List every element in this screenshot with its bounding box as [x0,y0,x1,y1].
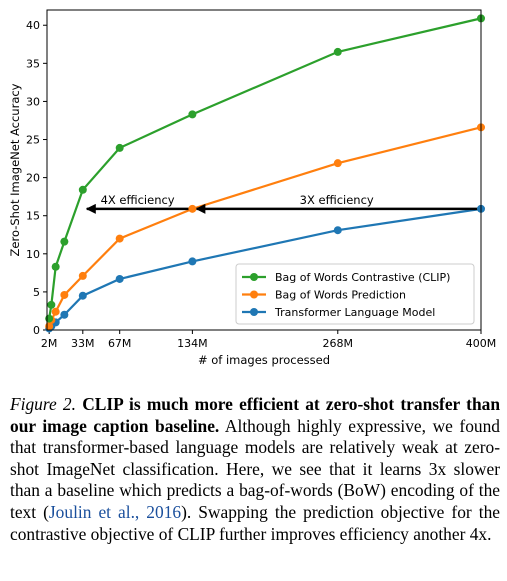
legend-box [235,263,475,325]
x-tick-label: 268M [323,337,354,350]
y-tick-label: 5 [33,286,40,299]
y-tick-label: 20 [26,172,40,185]
data-point [188,110,197,119]
legend-entry: Bag of Words Prediction [275,289,406,302]
data-point [188,204,197,213]
y-tick-label: 40 [26,19,40,32]
x-tick-label: 400M [466,337,497,350]
x-tick-label: 67M [108,337,132,350]
data-point [60,310,69,319]
data-point [333,47,342,56]
y-tick-label: 10 [26,248,40,261]
data-point [60,237,69,246]
efficiency-annotations: 4X efficiency 3X efficiency [85,193,481,214]
data-point [51,262,60,271]
legend-swatch-marker [250,290,258,299]
legend-entry: Transformer Language Model [274,306,435,319]
y-tick-label: 35 [26,57,40,70]
y-tick-label: 0 [33,324,40,337]
x-tick-label: 134M [177,337,208,350]
data-point [51,307,60,316]
legend-swatch-marker [250,308,258,316]
data-point [333,226,342,235]
data-point [78,291,87,300]
y-tick-label: 25 [26,134,40,147]
caption-text: Although highly expressive, we found tha… [10,415,500,522]
data-point [115,274,124,283]
x-axis-label: # of images processed [198,353,330,367]
axis-ticks: 2M 33M 67M 134M 268M 400M 0 5 10 15 20 25 30 35 40 [26,19,496,350]
data-point [333,159,342,168]
citation-link[interactable]: Joulin et al., 2016 [48,501,182,522]
chart-legend: Bag of Words Contrastive (CLIP) Bag of Wo… [235,263,475,325]
data-point [115,234,124,243]
chart: 2M 33M 67M 134M 268M 400M 0 5 10 15 20 25 30 35 40 4X … [8,9,496,367]
y-axis-label: Zero-Shot ImageNet Accuracy [8,83,22,256]
legend-entry: Bag of Words Contrastive (CLIP) [275,271,450,284]
plot-frame [46,9,482,331]
y-tick-label: 30 [26,95,40,108]
chart-markers [45,14,485,333]
data-point [60,290,69,299]
data-point [45,314,54,323]
figure-caption: Figure 2. CLIP is much more efficient at… [10,394,500,545]
data-point [115,143,124,152]
data-point [47,300,56,309]
x-tick-label: 2M [41,337,58,350]
data-point [78,271,87,280]
caption-text-end: ). Swapping the prediction objective for… [10,501,500,544]
data-point [188,257,197,266]
y-tick-label: 15 [26,210,40,223]
efficiency-label: 4X efficiency [101,193,175,207]
efficiency-label: 3X efficiency [300,193,374,207]
data-point [78,185,87,194]
caption-bold-text: CLIP is much more efficient at zero-shot… [10,394,500,436]
legend-swatch-marker [250,273,258,281]
caption-label: Figure 2. [10,394,76,414]
x-tick-label: 33M [71,337,95,350]
